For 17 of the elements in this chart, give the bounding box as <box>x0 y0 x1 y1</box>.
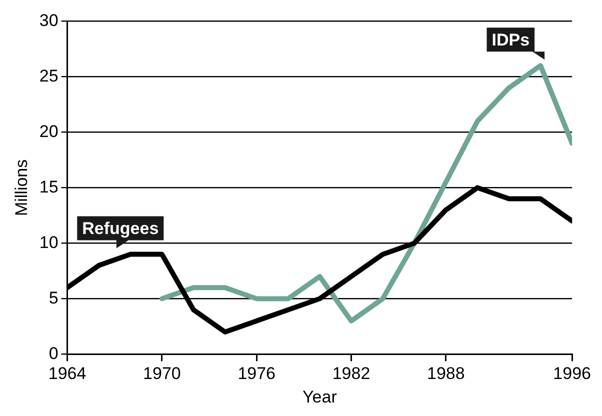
y-axis-title: Millions <box>12 159 31 216</box>
y-tick-label: 10 <box>39 232 58 252</box>
y-tick-label: 15 <box>39 177 58 196</box>
y-tick-label: 30 <box>39 10 58 30</box>
y-tick-label: 0 <box>48 344 58 363</box>
series-label: IDPs <box>492 30 530 50</box>
series-label: Refugees <box>82 218 159 238</box>
y-tick-label: 20 <box>39 122 58 141</box>
x-tick-label: 1976 <box>238 364 276 384</box>
x-tick-label: 1996 <box>553 364 592 384</box>
x-tick-label: 1970 <box>143 364 181 384</box>
x-tick-label: 1964 <box>48 364 86 384</box>
x-tick-label: 1982 <box>332 364 370 384</box>
y-tick-label: 5 <box>48 288 58 308</box>
y-tick-label: 25 <box>39 66 58 86</box>
x-tick-label: 1988 <box>426 364 465 384</box>
x-axis-title: Year <box>302 387 338 406</box>
